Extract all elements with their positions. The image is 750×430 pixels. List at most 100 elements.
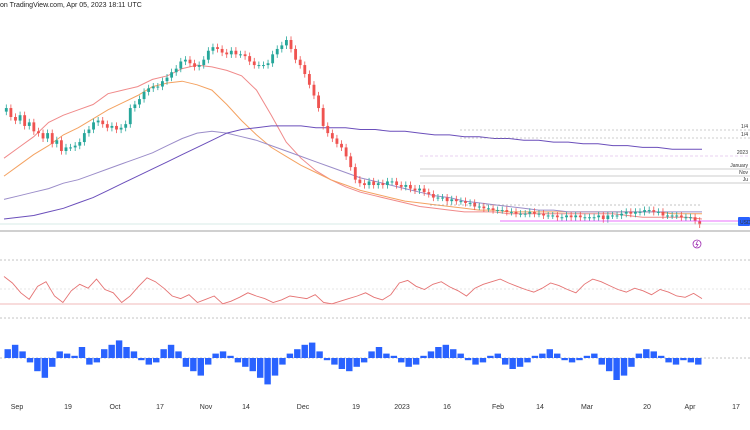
level-label: Ju [743, 177, 749, 183]
histogram-bar [34, 358, 41, 372]
histogram-bar [368, 351, 375, 358]
candle [321, 104, 325, 130]
histogram-bar [167, 344, 175, 358]
candle [583, 213, 587, 221]
candle [684, 213, 688, 221]
candle-body [326, 125, 330, 134]
histogram-bar [650, 351, 657, 358]
candle [551, 211, 555, 220]
candle [450, 195, 454, 205]
histogram-bar [279, 358, 286, 365]
candle [537, 210, 541, 218]
candle [119, 124, 123, 134]
histogram-bar [331, 358, 338, 365]
candle-body [487, 208, 490, 210]
candle [666, 211, 669, 220]
candle-body [59, 140, 63, 152]
histogram-bar [457, 353, 464, 358]
candle-body [684, 217, 688, 219]
candle [399, 181, 403, 191]
ma-line-ma-fast [3, 64, 703, 220]
candle-body [482, 206, 486, 209]
candle [367, 177, 371, 189]
candle [693, 213, 697, 225]
candle [147, 84, 151, 96]
histogram-bar [420, 355, 427, 358]
candle [418, 185, 422, 194]
histogram-bar [11, 344, 19, 358]
candle-body [330, 133, 334, 139]
candle-body [133, 104, 137, 109]
candle-body [450, 199, 454, 202]
histogram-bar [271, 358, 279, 376]
candle [330, 129, 334, 143]
candle [46, 129, 50, 143]
candle-body [638, 211, 642, 213]
candle [27, 118, 31, 130]
candle-body [170, 72, 174, 78]
candle-body [528, 211, 532, 214]
candle-body [321, 108, 325, 126]
candle-body [96, 120, 100, 123]
candle [37, 127, 40, 137]
candle-body [110, 125, 114, 128]
candle-body [46, 133, 50, 139]
candle-body [344, 147, 348, 157]
histogram-bar [219, 351, 227, 358]
candle [661, 208, 665, 220]
candle [542, 210, 545, 220]
candle-body [216, 47, 219, 49]
candle [252, 57, 256, 69]
histogram-bar [494, 353, 502, 358]
histogram-bar [360, 358, 368, 363]
candle-body [551, 215, 555, 217]
candle [578, 211, 582, 221]
candle-body [41, 133, 45, 139]
candle [18, 111, 22, 125]
candle-body [115, 125, 118, 130]
histogram-bar [561, 358, 568, 361]
candle [69, 143, 73, 152]
histogram-bar [19, 351, 26, 358]
x-tick-label: 14 [242, 404, 250, 411]
candle-body [592, 217, 596, 219]
candle [441, 193, 444, 202]
candle [165, 74, 169, 85]
candle-body [165, 77, 169, 82]
histogram-bar [86, 358, 93, 365]
candle [115, 122, 118, 134]
candle-body [87, 129, 91, 134]
candle-body [546, 215, 550, 217]
candle-body [294, 48, 298, 60]
candle-body [505, 210, 509, 212]
candle-body [689, 217, 692, 219]
histogram-bar [338, 358, 346, 369]
candle-body [206, 50, 210, 60]
candle [23, 111, 27, 130]
candle [565, 211, 568, 221]
candle-body [454, 199, 458, 202]
candle [312, 81, 316, 100]
histogram-pane [4, 340, 702, 385]
candle-body [55, 140, 59, 144]
histogram-bar [628, 358, 635, 367]
x-tick-label: Feb [492, 404, 504, 411]
histogram-bar [63, 353, 71, 358]
candle-body [445, 197, 449, 202]
candle-body [468, 202, 472, 204]
candle [216, 43, 219, 53]
candle-body [82, 133, 86, 143]
histogram-bar [450, 349, 457, 358]
candle-body [624, 211, 628, 214]
candle-body [105, 124, 109, 128]
candle-body [101, 120, 105, 125]
candle-body [257, 65, 261, 67]
histogram-bar [375, 347, 383, 358]
histogram-bar [323, 358, 331, 361]
candle-body [560, 217, 564, 219]
candle-body [174, 68, 178, 73]
candle-body [643, 210, 647, 212]
candle-body [601, 215, 605, 220]
candle [633, 208, 637, 218]
